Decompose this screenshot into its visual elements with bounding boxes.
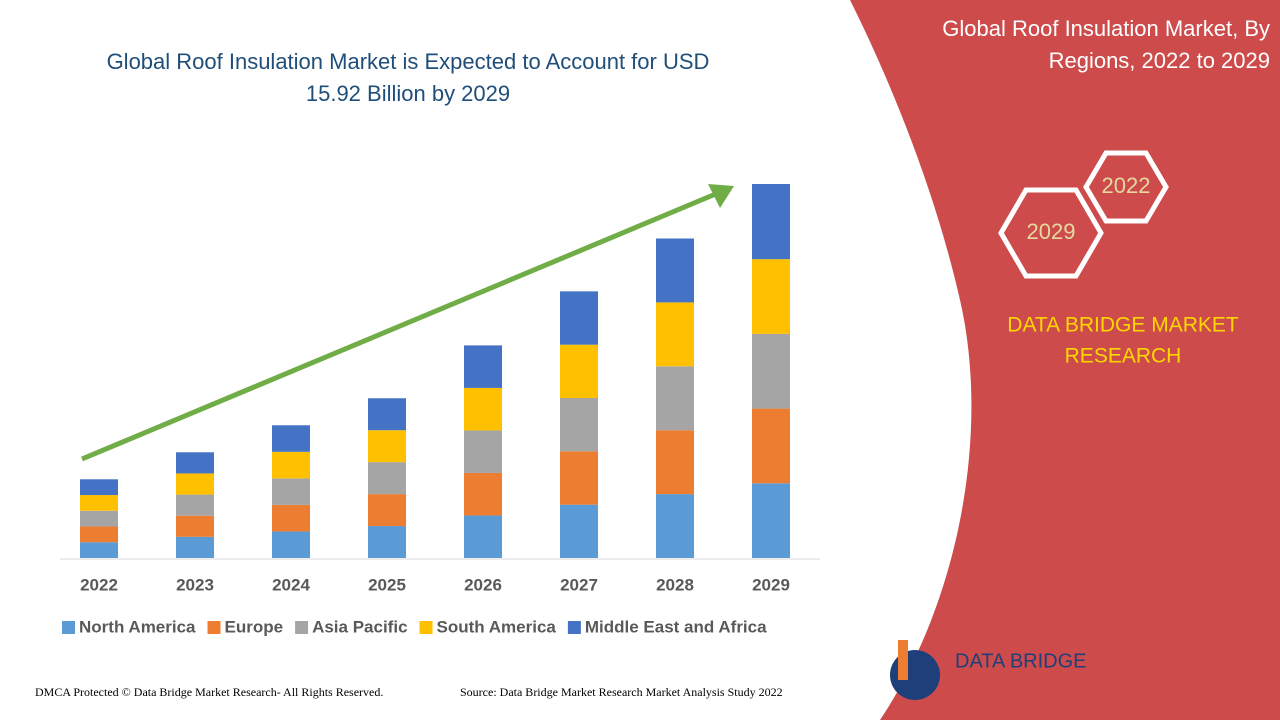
bar-segment (80, 510, 118, 527)
bar-segment (656, 238, 694, 303)
footer-left: DMCA Protected © Data Bridge Market Rese… (35, 685, 383, 699)
bar-segment (368, 526, 406, 558)
bar-segment (464, 515, 502, 558)
bar-segment (656, 302, 694, 367)
bar-segment (464, 430, 502, 473)
badge: 2022 (1102, 173, 1151, 198)
trend-arrow (81, 190, 719, 462)
hexagon (998, 187, 1104, 279)
bar-segment (656, 430, 694, 495)
legend-swatch (419, 621, 433, 634)
bar-segment (272, 425, 310, 452)
chart-title: Global Roof Insulation Market is Expecte… (107, 49, 710, 74)
x-tick-label: 2022 (80, 575, 118, 594)
panel-title-line2: Regions, 2022 to 2029 (1049, 48, 1270, 73)
bar-segment (560, 291, 598, 345)
panel-title: Global Roof Insulation Market, By (942, 16, 1270, 41)
bar-segment (176, 536, 214, 558)
bar-segment (464, 472, 502, 516)
legend-label: South America (437, 617, 557, 636)
bar-segment (80, 526, 118, 543)
legend-swatch (207, 621, 221, 634)
logo-icon (898, 640, 908, 680)
bar-segment (560, 504, 598, 558)
bar-segment (272, 478, 310, 505)
bar-segment (368, 494, 406, 527)
x-tick-label: 2023 (176, 575, 214, 594)
brand: DATA BRIDGE MARKET (1007, 314, 1239, 337)
bar-segment (272, 531, 310, 558)
logo-text: DATA BRIDGE (955, 650, 1087, 672)
bar-segment (752, 483, 790, 558)
logo-icon (890, 650, 940, 700)
bar-segment (176, 494, 214, 516)
bar-segment (560, 398, 598, 452)
legend-swatch (62, 621, 75, 634)
side-panel (850, 0, 1280, 720)
bar-segment (176, 452, 214, 474)
bar-segment (272, 451, 310, 479)
bar-segment (464, 345, 502, 388)
bar-segment (80, 479, 118, 496)
bar-segment (80, 542, 118, 558)
legend-label: Europe (225, 617, 284, 636)
bar-segment (176, 515, 214, 537)
arrow-head (708, 184, 734, 208)
bar-segment (368, 398, 406, 431)
x-tick-label: 2029 (752, 575, 790, 594)
x-tick-label: 2026 (464, 575, 502, 594)
bar-segment (80, 495, 118, 511)
hexagon (1083, 150, 1169, 224)
badge: 2029 (1027, 219, 1076, 244)
brand-line2: RESEARCH (1065, 345, 1182, 368)
legend-label: North America (79, 617, 196, 636)
legend-label: Middle East and Africa (585, 617, 767, 636)
bar-segment (176, 473, 214, 495)
bar-segment (752, 333, 790, 409)
legend-label: Asia Pacific (312, 617, 407, 636)
bar-segment (560, 344, 598, 399)
bar-segment (752, 184, 790, 260)
legend-swatch (295, 621, 309, 634)
x-tick-label: 2025 (368, 575, 406, 594)
bar-segment (752, 259, 790, 334)
bar-segment (656, 366, 694, 431)
legend-swatch (567, 621, 581, 634)
bar-segment (368, 462, 406, 495)
chart-title-line2: 15.92 Billion by 2029 (306, 81, 510, 106)
bar-segment (752, 408, 790, 484)
bar-segment (464, 387, 502, 431)
bar-segment (656, 494, 694, 558)
bar-segment (272, 504, 310, 532)
x-tick-label: 2027 (560, 575, 598, 594)
x-tick-label: 2024 (272, 575, 310, 594)
footer-right: Source: Data Bridge Market Research Mark… (460, 685, 783, 699)
x-tick-label: 2028 (656, 575, 694, 594)
bar-segment (368, 430, 406, 463)
bar-segment (560, 451, 598, 505)
